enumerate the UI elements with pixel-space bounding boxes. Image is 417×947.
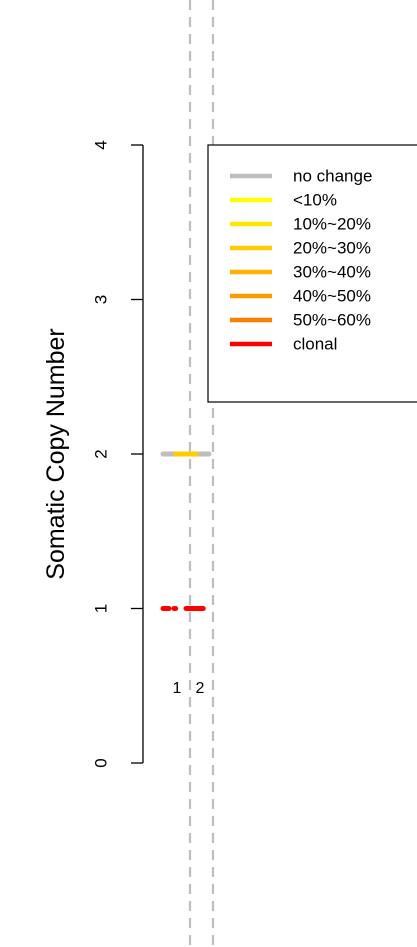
legend-items: no change <10% 10%~20% 20%~30% 30%~40% 40%~50… [230, 167, 372, 354]
chromosome-label: 2 [196, 680, 205, 697]
y-tick-label: 2 [92, 449, 111, 458]
y-tick-label: 0 [92, 758, 111, 767]
y-tick-label: 3 [92, 295, 111, 304]
chromosome-boundaries [188, 0, 215, 947]
y-axis-ticks: 0 1 2 3 4 [92, 140, 143, 768]
y-tick-label: 4 [92, 140, 111, 149]
legend-label: 10%~20% [293, 215, 371, 234]
legend-label: clonal [293, 335, 337, 354]
chromosome-label: 1 [173, 680, 182, 697]
legend: no change <10% 10%~20% 20%~30% 30%~40% 40%~50… [207, 144, 417, 403]
legend-label: 40%~50% [293, 287, 371, 306]
y-axis-label: Somatic Copy Number [42, 328, 70, 579]
legend-label: <10% [293, 191, 337, 210]
legend-label: 50%~60% [293, 311, 371, 330]
legend-label: 20%~30% [293, 239, 371, 258]
copy-number-segments [160, 451, 212, 611]
legend-label: no change [293, 167, 372, 186]
legend-label: 30%~40% [293, 263, 371, 282]
y-tick-label: 1 [92, 604, 111, 613]
